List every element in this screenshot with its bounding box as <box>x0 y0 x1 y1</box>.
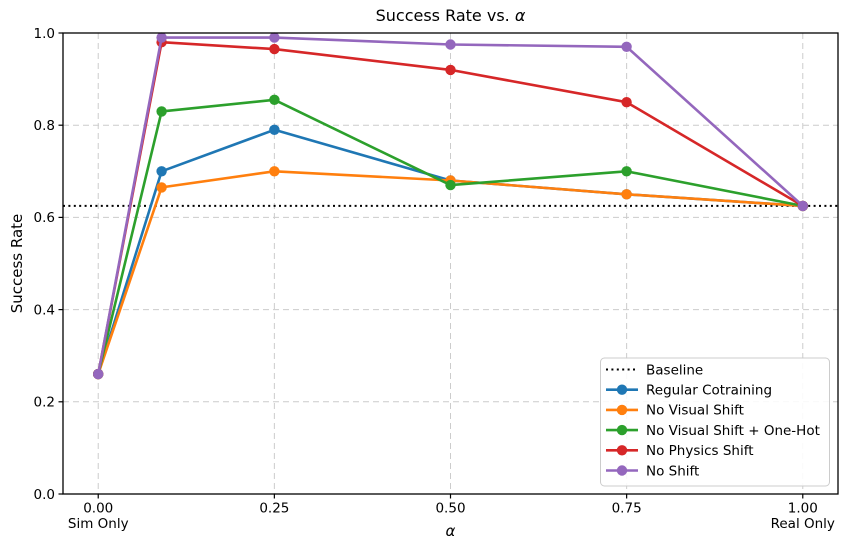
series-marker-no-visual-shift-one-hot-1 <box>156 106 167 117</box>
x-tick-label-0.75: 0.75 <box>612 501 642 517</box>
legend-box <box>600 357 830 487</box>
series-marker-no-physics-shift-4 <box>621 97 632 108</box>
y-tick-label-0.0: 0.0 <box>34 487 55 503</box>
x-tick-label-1.00: 1.00 <box>788 501 818 517</box>
series-marker-no-shift-4 <box>621 41 632 52</box>
series-marker-no-visual-shift-one-hot-2 <box>269 94 280 106</box>
legend-marker-no-shift <box>616 465 628 476</box>
legend-label-regular-cotraining: Regular Cotraining <box>646 383 772 399</box>
legend-label-no-physics-shift: No Physics Shift <box>646 443 754 459</box>
legend-label-no-shift: No Shift <box>646 463 699 479</box>
series-marker-no-shift-1 <box>156 32 167 43</box>
series-line-no-visual-shift <box>96 170 805 376</box>
series-marker-no-physics-shift-2 <box>269 43 280 55</box>
y-tick-label-0.6: 0.6 <box>34 210 55 226</box>
legend-marker-no-physics-shift <box>616 445 628 456</box>
x-tick-label-0.25: 0.25 <box>259 501 289 517</box>
series-line-no-shift <box>96 36 805 376</box>
series-marker-no-physics-shift-3 <box>445 64 456 76</box>
x-tick-label-0.50: 0.50 <box>435 501 465 517</box>
series-marker-no-visual-shift-one-hot-3 <box>445 179 456 191</box>
legend-label-no-visual-shift-one-hot: No Visual Shift + One-Hot <box>646 423 820 439</box>
legend-label-no-visual-shift: No Visual Shift <box>646 403 744 419</box>
series-line-no-visual-shift-one-hot <box>96 98 805 376</box>
legend-marker-regular-cotraining <box>616 384 628 395</box>
series-marker-no-shift-3 <box>445 39 456 50</box>
x-axis-label: α <box>446 522 456 540</box>
y-tick-label-0.8: 0.8 <box>34 118 55 134</box>
x-tick-label-0.00: 0.00 <box>83 501 113 517</box>
legend-marker-no-visual-shift-one-hot <box>616 424 628 436</box>
legend: Baseline Regular Cotraining No Visual Shif… <box>600 357 830 487</box>
series-marker-no-shift-2 <box>269 32 280 43</box>
series-marker-no-shift-5 <box>797 200 808 212</box>
legend-marker-no-visual-shift <box>616 404 628 416</box>
series-marker-no-visual-shift-4 <box>621 189 632 200</box>
x-tick-sublabel-sim-only: Sim Only <box>68 516 129 532</box>
series-marker-no-visual-shift-2 <box>269 166 280 177</box>
series-marker-regular-cotraining-1 <box>156 166 167 177</box>
y-tick-label-0.2: 0.2 <box>34 395 55 411</box>
series-marker-regular-cotraining-2 <box>269 124 280 135</box>
y-tick-label-1.0: 1.0 <box>34 26 55 42</box>
chart-title: Success Rate vs. α <box>376 6 526 25</box>
series-marker-no-visual-shift-1 <box>156 182 167 193</box>
y-tick-label-0.4: 0.4 <box>34 302 55 318</box>
legend-label-baseline: Baseline <box>646 362 703 378</box>
series-marker-no-shift-0 <box>93 368 104 380</box>
x-tick-sublabel-real-only: Real Only <box>771 516 835 532</box>
y-axis-label: Success Rate <box>8 214 26 314</box>
series-marker-no-visual-shift-one-hot-4 <box>621 166 632 177</box>
